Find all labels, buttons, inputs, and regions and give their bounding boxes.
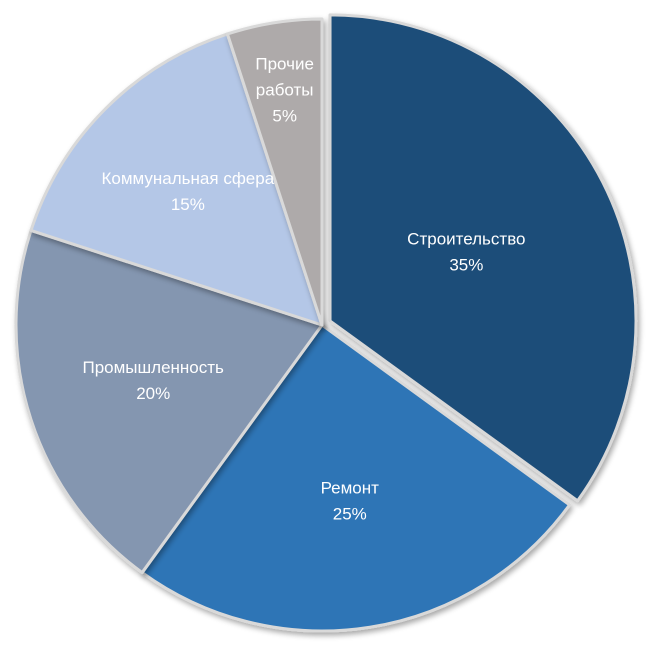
pie-slice-строительство bbox=[328, 13, 638, 503]
slices-layer bbox=[14, 13, 638, 633]
slice-name-label: работы bbox=[256, 80, 314, 99]
slice-name-label: Коммунальная сфера bbox=[102, 169, 275, 188]
slice-label-коммунальная-сфера: Коммунальная сфера 15% bbox=[102, 169, 275, 214]
slice-percent-label: 35% bbox=[449, 255, 483, 274]
labels-layer: Строительство 35% Ремонт 25% Промышленность 2… bbox=[82, 54, 525, 523]
pie-slice-прочие-работы bbox=[225, 17, 324, 327]
slice-percent-label: 5% bbox=[272, 106, 297, 125]
slice-label-строительство: Строительство 35% bbox=[407, 229, 525, 274]
slice-label-промышленность: Промышленность 20% bbox=[82, 358, 224, 403]
pie-slice-промышленность bbox=[14, 228, 324, 575]
pie-slice-ремонт bbox=[140, 323, 572, 633]
slice-name-label: Прочие bbox=[255, 54, 314, 73]
slice-percent-label: 20% bbox=[136, 384, 170, 403]
slice-label-ремонт: Ремонт 25% bbox=[321, 478, 380, 523]
slice-percent-label: 15% bbox=[171, 195, 205, 214]
slice-name-label: Промышленность bbox=[82, 358, 224, 377]
slice-name-label: Строительство bbox=[407, 229, 525, 248]
slice-name-label: Ремонт bbox=[321, 478, 380, 497]
slice-percent-label: 25% bbox=[333, 504, 367, 523]
pie-slice-коммунальная-сфера bbox=[29, 32, 324, 327]
slice-label-прочие-работы: Прочие работы 5% bbox=[255, 54, 314, 125]
